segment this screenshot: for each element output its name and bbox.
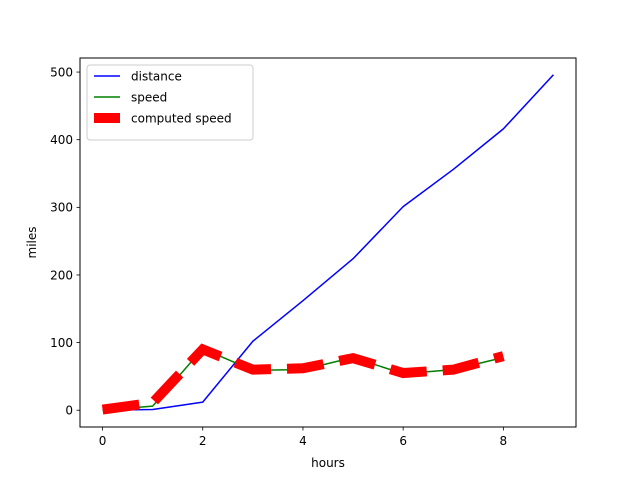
y-tick-label: 200 xyxy=(50,268,73,282)
y-tick-label: 500 xyxy=(50,65,73,79)
legend-label: speed xyxy=(131,90,167,104)
series-line-distance xyxy=(102,74,555,411)
y-tick-label: 100 xyxy=(50,336,73,350)
x-tick-label: 8 xyxy=(500,434,508,448)
series-line-computed-speed xyxy=(101,343,505,415)
y-axis-ticks: 0 100 200 300 400 500 xyxy=(50,65,80,418)
plot-lines xyxy=(101,74,555,415)
y-tick-label: 400 xyxy=(50,133,73,147)
x-tick-label: 4 xyxy=(299,434,307,448)
legend-box xyxy=(86,64,254,141)
x-axis-ticks: 0 2 4 6 8 xyxy=(99,427,507,448)
x-tick-label: 6 xyxy=(399,434,407,448)
legend-label: distance xyxy=(131,69,182,83)
x-axis-label: hours xyxy=(311,456,345,470)
legend-label: computed speed xyxy=(131,111,232,125)
y-tick-label: 300 xyxy=(50,201,73,215)
plot-frame xyxy=(79,57,577,428)
x-tick-label: 0 xyxy=(99,434,107,448)
y-tick-label: 0 xyxy=(65,404,73,418)
x-tick-label: 2 xyxy=(199,434,207,448)
y-axis-label: miles xyxy=(25,227,39,259)
legend: distance speed computed speed xyxy=(86,64,254,141)
